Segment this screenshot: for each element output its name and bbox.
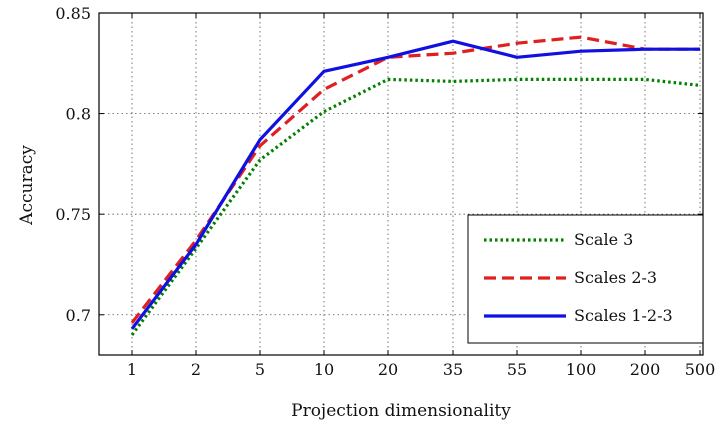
legend-label: Scales 2-3 — [574, 268, 657, 287]
x-tick-label: 5 — [255, 360, 265, 379]
x-tick-label: 55 — [507, 360, 527, 379]
y-axis-ticks: 0.7 0.75 0.8 0.85 — [55, 4, 703, 325]
series-lines — [130, 35, 701, 336]
y-tick-label: 0.7 — [66, 306, 91, 325]
x-tick-label: 2 — [191, 360, 201, 379]
x-tick-label: 10 — [314, 360, 334, 379]
y-tick-label: 0.85 — [55, 4, 91, 23]
y-axis-label: Accuracy — [17, 145, 37, 226]
x-tick-label: 1 — [127, 360, 137, 379]
legend: Scale 3 Scales 2-3 Scales 1-2-3 — [467, 214, 704, 344]
x-axis-label: Projection dimensionality — [291, 401, 511, 421]
legend-label: Scales 1-2-3 — [574, 306, 673, 325]
plot-frame — [98, 12, 704, 356]
legend-label: Scale 3 — [574, 230, 633, 249]
x-tick-label: 100 — [566, 360, 597, 379]
y-tick-label: 0.75 — [55, 205, 91, 224]
series-line-3 — [130, 39, 700, 330]
y-tick-label: 0.8 — [66, 105, 91, 124]
x-tick-label: 20 — [378, 360, 398, 379]
x-axis-ticks: 1 2 5 10 20 35 55 100 200 500 — [127, 13, 715, 379]
x-tick-label: 200 — [630, 360, 661, 379]
series-line-2 — [130, 35, 700, 324]
x-tick-label: 500 — [685, 360, 716, 379]
x-tick-label: 35 — [443, 360, 463, 379]
